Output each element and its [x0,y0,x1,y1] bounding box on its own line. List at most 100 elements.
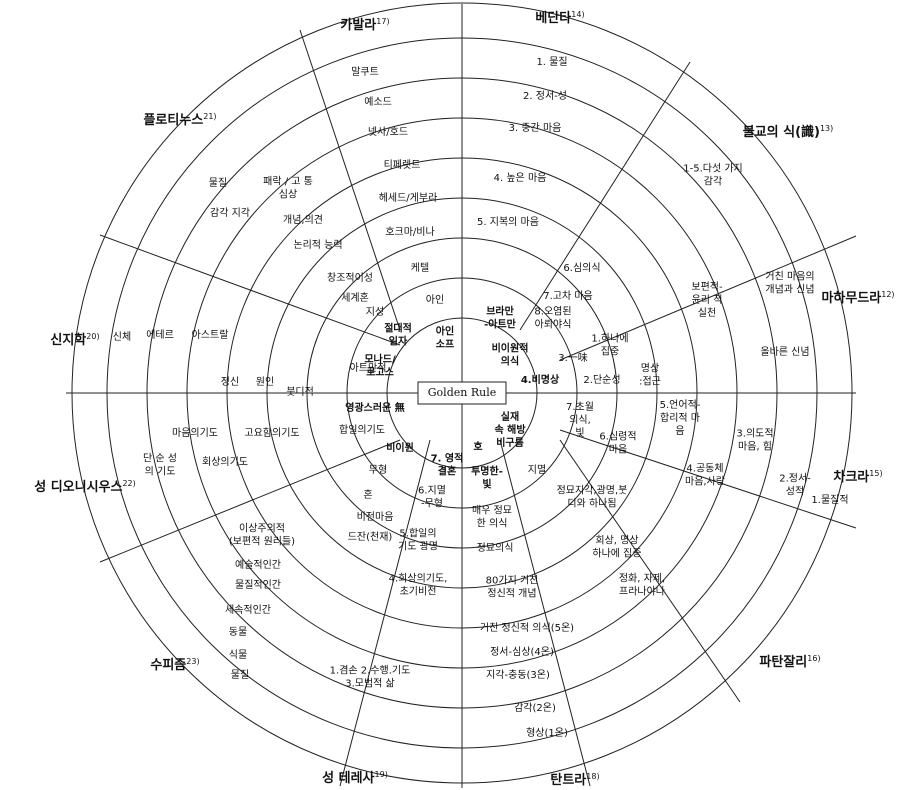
label-line: 모나드/ [364,353,396,366]
node-label: 호 [473,440,482,453]
label-line: 투명한- [471,465,503,478]
label-line: 신체 [113,331,131,343]
node-label: 올바른 신념 [760,346,809,358]
divider-line [299,29,401,331]
node-label: 물질 [231,669,249,681]
label-line: 8.오염된 [534,306,571,318]
sector-name: 플로티누스 [143,112,203,128]
node-label: 아인 소프 [436,325,454,351]
node-label: 논리적 능력 [293,239,342,251]
node-label: 예소드 [364,96,392,108]
node-label: 매우 정묘 한 의식 [472,505,512,530]
node-label: 정묘지각,광명,붓 디와 하나됨 [557,485,628,510]
sector-note: 14) [571,10,584,19]
label-line: 6.지멸 [418,485,446,497]
node-label: 붓디적 [286,386,314,398]
node-label: 4.회상의기도, 초기비전 [389,573,448,598]
sector-name: 신지학 [50,332,86,348]
label-line: 결혼 [438,465,456,478]
node-label: 무형 [369,464,387,476]
label-line: 3.의도적 [736,428,773,440]
sector-name: 차크라 [833,469,869,485]
label-line: 감각(2온) [514,702,556,714]
sector-title: 성 디오니시우스22) [34,479,136,495]
label-line: 마음,사랑 [685,476,725,488]
label-line: 7.초월 [566,401,594,413]
label-line: -무형 [421,498,443,510]
label-line: 1-5.다섯 가지 [683,163,743,175]
node-label: 회상, 명상 하나에 집중 [592,535,641,560]
label-line: 2. 정서-성 [523,90,567,102]
node-label: 영광스러운 無 [345,401,404,414]
label-line: 로고스 [366,367,394,379]
sector-title: 성 테레사19) [322,770,388,786]
label-line: 프라나야나 [619,586,665,598]
label-line: 빛 [575,427,584,439]
node-label: 5. 지복의 마음 [477,216,539,228]
node-label: 4.비명상 [521,373,560,386]
node-label: 1.물질적 [811,494,848,506]
sector-name: 마하무드라 [821,290,881,306]
node-label: 7.고차 마음 [543,290,593,302]
node-label: 8.오염된 아뢰야식 [534,306,571,331]
label-line: 디와 하나됨 [567,497,616,510]
label-line: 아인 [426,294,444,306]
label-line: 물질 [209,177,227,189]
label-line: 1. 물질 [536,56,567,68]
label-line: 마음의기도 [172,427,218,439]
node-label: 고요함의기도 [244,427,299,439]
label-line: 1.하나에 [591,332,628,345]
label-line: 예소드 [364,96,392,108]
label-line: 4.비명상 [521,373,560,386]
label-line: 비구름 [496,436,524,449]
node-label: 거친 정신적 의식(5온) [480,622,574,634]
node-label: 6.심의식 [563,262,600,274]
node-label: 패락 / 고 통 심상 [263,176,313,201]
node-label: 물질적인간 [235,579,281,591]
label-line: 정묘의식 [477,542,514,554]
label-line: 예술적인간 [235,559,281,571]
label-line: 비이원적 [492,342,529,355]
node-label: 5.합일의 기도 광명 [398,528,438,553]
sector-note: 13) [820,124,833,133]
divider-line [559,429,857,529]
label-line: 마음, 힘 [738,441,772,453]
sector-name: 성 디오니시우스 [34,479,122,495]
label-line: 비이원 [386,441,414,454]
node-label: 티페렛트 [384,159,421,171]
node-label: 지각-충동(3온) [486,669,550,681]
label-line: 마음 [609,444,627,456]
sector-title: 수피즘23) [150,657,199,673]
label-line: 소프 [436,339,454,351]
label-line: 거친 정신적 의식(5온) [480,622,574,634]
label-line: 명상 [641,363,659,375]
label-line: 합리적 마 [660,412,700,424]
label-line: 매우 정묘 [472,505,512,517]
label-line: 아트만적 [350,362,387,374]
label-line: 일자 [389,335,408,348]
label-line: 3.모범적 삶 [345,678,395,690]
divider-line [99,234,401,346]
label-line: 창조적이성 [327,272,373,284]
sector-note: 12) [881,290,894,299]
node-label: 정신 [221,376,239,388]
label-line: 초기비전 [400,586,437,598]
sector-note: 17) [376,17,389,26]
label-line: (보편적 원리들) [229,536,295,548]
node-label: 보편적-윤리 적 실천 [691,281,723,319]
label-line: 4. 높은 마음 [494,172,547,184]
node-label: 창조적이성 [327,272,373,284]
node-label: 1.하나에 집중 [591,332,628,358]
label-line: 올바른 신념 [760,346,809,358]
node-label: 호크마/비나 [385,226,434,238]
divider-line [559,235,857,361]
label-line: 정서-심상(4온) [490,646,554,658]
label-line: 의식, [569,414,591,426]
sector-title: 차크라15) [833,469,882,485]
label-line: 감각 지각 [210,207,250,219]
label-line: 집중 [601,346,619,358]
label-line: 80가지 거친 [486,575,539,587]
label-line: 정묘지각,광명,붓 [557,485,628,497]
node-label: 지성 [366,306,384,318]
